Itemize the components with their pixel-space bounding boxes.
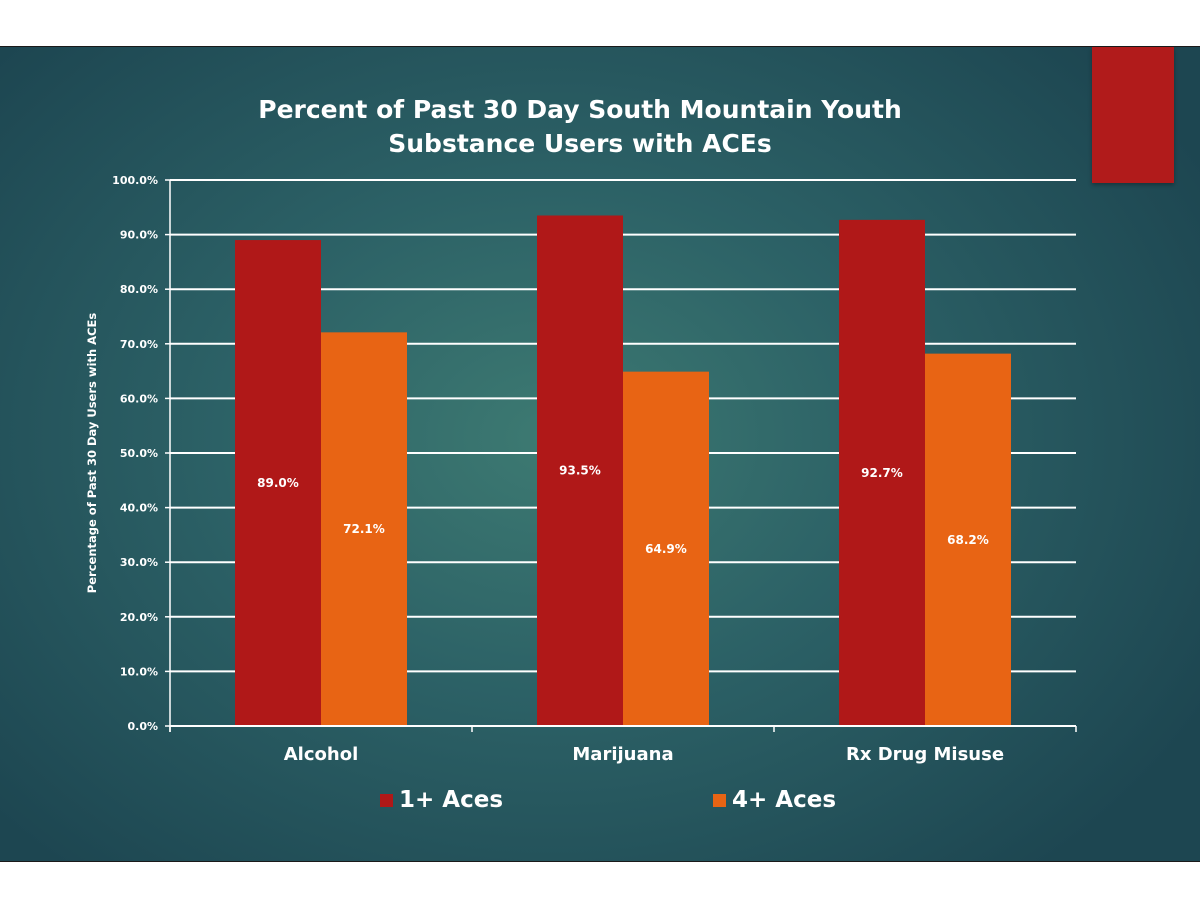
legend-item: 4+ Aces [713,787,836,813]
data-label: 93.5% [559,464,601,478]
data-label: 89.0% [257,476,299,490]
data-label: 72.1% [343,522,385,536]
y-tick-label: 60.0% [120,392,158,405]
bar-chart: 0.0% 10.0% 20.0% 30.0% 40.0% 50.0% 60.0% 70.0% 8… [85,174,1077,765]
x-tick-label: Rx Drug Misuse [846,744,1004,765]
chart-title-line-2: Substance Users with ACEs [388,129,772,158]
legend-swatch [713,793,727,807]
bar [235,240,321,726]
legend-label: 4+ Aces [732,787,837,813]
legend-label: 1+ Aces [399,787,504,813]
accent-box [1092,47,1174,183]
legend: 1+ Aces 4+ Aces [380,787,1046,813]
chart-title: Percent of Past 30 Day South Mountain Yo… [180,93,980,161]
bar [839,219,925,726]
legend-swatch [380,793,393,807]
chart-title-line-1: Percent of Past 30 Day South Mountain Yo… [258,95,902,124]
y-tick-label: 30.0% [120,556,158,569]
y-tick-label: 80.0% [120,283,158,296]
y-tick-label: 0.0% [127,720,158,733]
y-tick-label: 50.0% [120,447,158,460]
data-label: 68.2% [947,533,989,547]
bar [321,332,407,726]
legend-item: 1+ Aces [380,787,503,813]
slide-background: Percent of Past 30 Day South Mountain Yo… [0,46,1200,862]
data-label: 92.7% [861,466,903,480]
y-tick-label: 90.0% [120,229,158,242]
bar [537,215,623,727]
y-tick-label: 20.0% [120,611,158,624]
y-tick-label: 70.0% [120,338,158,351]
y-tick-label: 10.0% [120,665,158,678]
x-tick-label: Marijuana [572,744,673,765]
y-tick-label: 100.0% [112,174,158,187]
data-label: 64.9% [645,542,687,556]
bar [623,371,709,726]
y-axis-label: Percentage of Past 30 Day Users with ACE… [85,313,99,594]
x-tick-label: Alcohol [284,744,359,765]
y-tick-label: 40.0% [120,502,158,515]
bar [925,353,1011,726]
